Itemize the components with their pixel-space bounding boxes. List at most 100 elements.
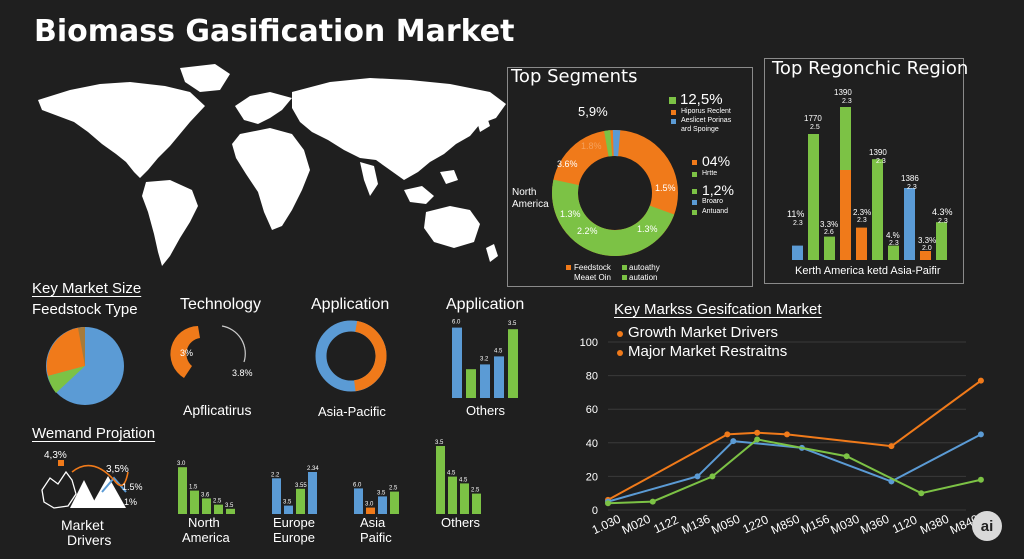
mini-bars-asia: 6.0 3.03.52.5 (353, 482, 399, 514)
demand-sub1: Market (61, 517, 104, 533)
donut-slice-application (552, 130, 678, 256)
top-region-xlabel: Kerth America ketd Asia-Paifir (795, 265, 941, 277)
mini-bar (472, 493, 481, 514)
x-tick-label: 1120 (890, 512, 920, 536)
mini-bar (272, 478, 281, 514)
legend-text: Feedstock (574, 263, 611, 272)
region-bar (888, 245, 899, 260)
x-tick-label: M050 (709, 512, 742, 538)
series-point (918, 490, 925, 497)
mini-bar-label: 2.2 (271, 472, 280, 478)
seg-slice-label: 1.5% (655, 183, 676, 193)
series-point (605, 500, 611, 507)
mini-bar-label: 2.5 (471, 488, 480, 494)
mini-bar-label: 3.5 (435, 440, 444, 446)
legend-swatch (692, 160, 697, 165)
series-point (977, 476, 984, 483)
mini-bar (226, 508, 235, 514)
series-point (730, 438, 737, 445)
legend-text: Aeslicet Porinas (681, 117, 732, 124)
mini-bar (296, 488, 305, 514)
series-point (709, 473, 716, 480)
region-bar-label: 2.6 (824, 229, 834, 236)
region-bar-label: 2.5 (810, 124, 820, 131)
seg-callout-pct-c: 04% (702, 153, 731, 169)
seg-callout-pct-d: 1,2% (702, 182, 734, 198)
seg-slice-label: 1.3% (637, 224, 658, 234)
mini-bar-label: 4.5 (459, 477, 468, 483)
legend-swatch (669, 97, 676, 104)
top-region-bars (792, 107, 947, 260)
mini-bar (460, 483, 469, 514)
mini-bar (214, 504, 223, 514)
region-bar-label: 2.3% (853, 208, 872, 217)
mini-bar-label: 4.5 (447, 471, 456, 477)
seg-slice-label: 2.2% (577, 226, 598, 236)
tech-pct-label: 3.8% (232, 368, 253, 378)
region-bar-label: 2.3 (857, 217, 867, 224)
seg-callout-pct-a: 12,5% (680, 91, 723, 108)
mini-bar (284, 505, 293, 514)
x-tick-label: 1220 (740, 512, 770, 536)
y-tick-label: 0 (592, 505, 598, 517)
legend-text: Hiporus Reclent (681, 108, 731, 115)
mini-bar (448, 476, 457, 514)
mini-bar-label: 3.5 (283, 500, 292, 506)
legend-swatch (692, 200, 697, 205)
mini-bars-others: 3.54.54.52.5 (435, 440, 481, 514)
legend-swatch (692, 172, 697, 177)
mini-bar-label: 3.0 (177, 461, 186, 467)
series-point (977, 431, 984, 438)
x-tick-label: 1122 (651, 512, 681, 536)
demand-label: 3,5% (106, 464, 129, 475)
seg-slice-label: 3.6% (557, 159, 578, 169)
series-point (724, 431, 731, 438)
legend-dot-orange (617, 331, 623, 337)
application-title: Application (311, 296, 390, 313)
app2-bar (466, 369, 476, 398)
top-segments-panel (507, 67, 753, 287)
legend-swatch (671, 119, 676, 124)
top-segments-donut (552, 129, 678, 256)
x-tick-label: M030 (828, 512, 861, 538)
legend-swatch (692, 189, 697, 194)
region-bar-label: 11% (787, 209, 805, 219)
line-chart-title: Key Markss Gesifcation Market (614, 301, 822, 318)
mini-bars-north-america: 3.0 1.53.62.53.5 (177, 461, 235, 514)
mini-bar (390, 491, 399, 514)
legend-swatch (622, 265, 627, 270)
top-segments-title: Top Segments (511, 66, 638, 87)
y-tick-label: 60 (586, 404, 598, 416)
ai-badge: ai (972, 511, 1002, 541)
mini-bar-label: 3.5 (377, 490, 386, 496)
mini-sub1: Others (441, 515, 481, 530)
demand-graphic (41, 460, 129, 509)
legend-text: Hrtte (702, 170, 718, 177)
seg-slice-label: 1.8% (581, 141, 602, 151)
top-region-title: Top Regonchic Region (772, 58, 969, 79)
region-bar (824, 236, 835, 260)
y-tick-label: 100 (580, 337, 598, 349)
line-chart: 0204060801001.030M0201122M136M0501220M85… (580, 337, 984, 538)
technology-title: Technology (180, 296, 261, 313)
seg-slice-label: 1.3% (560, 209, 581, 219)
gauge-fill (170, 326, 200, 378)
region-bar (856, 227, 867, 260)
series-line (607, 379, 982, 501)
region-bar-label: 2.3 (876, 158, 886, 165)
mini-bar-label: 2.5 (213, 499, 222, 505)
mini-bar (308, 472, 317, 514)
mini-bar-label: 1.5 (189, 485, 198, 491)
y-tick-label: 40 (586, 438, 598, 450)
mini-bar-label: 3.6 (201, 492, 210, 498)
region-bar-label: 1390 (869, 148, 887, 157)
key-market-subtitle: Feedstock Type (32, 301, 138, 318)
application-donut (315, 320, 387, 392)
key-market-title: Key Market Size (32, 280, 142, 297)
page-title: Biomass Gasification Market (34, 14, 515, 49)
seg-north-label: North (512, 187, 537, 198)
region-bar-label: 2.3 (842, 98, 852, 105)
application-subtitle: Asia-Pacific (318, 404, 386, 419)
application2-subtitle: Others (466, 403, 506, 418)
mini-bar-label: 2.34 (307, 466, 319, 472)
